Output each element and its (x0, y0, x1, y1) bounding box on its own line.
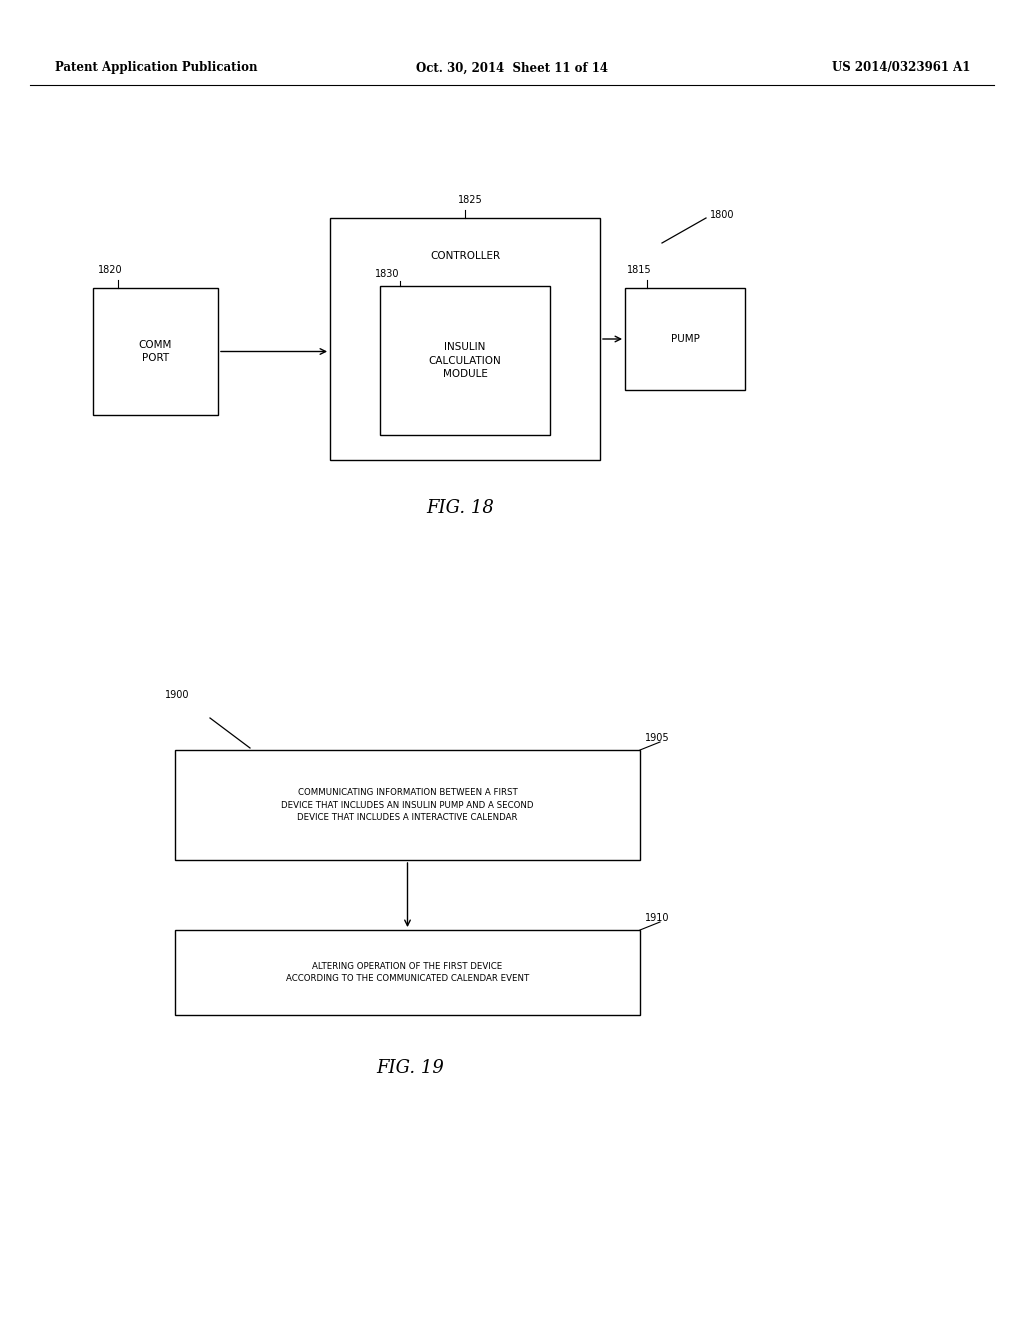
Bar (93, 288, 218, 414)
Text: 1800: 1800 (710, 210, 734, 220)
Text: FIG. 18: FIG. 18 (426, 499, 494, 517)
Bar (175, 931, 640, 1015)
Bar (625, 288, 745, 389)
Text: FIG. 19: FIG. 19 (376, 1059, 444, 1077)
Text: 1820: 1820 (98, 265, 123, 275)
Text: 1910: 1910 (645, 913, 670, 923)
Text: ALTERING OPERATION OF THE FIRST DEVICE
ACCORDING TO THE COMMUNICATED CALENDAR EV: ALTERING OPERATION OF THE FIRST DEVICE A… (286, 962, 529, 983)
Text: 1900: 1900 (165, 690, 189, 700)
Text: 1830: 1830 (375, 269, 399, 279)
Text: 1815: 1815 (627, 265, 651, 275)
Text: US 2014/0323961 A1: US 2014/0323961 A1 (831, 62, 970, 74)
Text: 1825: 1825 (458, 195, 482, 205)
Text: Patent Application Publication: Patent Application Publication (55, 62, 257, 74)
Bar (330, 218, 600, 459)
Bar (175, 750, 640, 861)
Text: INSULIN
CALCULATION
MODULE: INSULIN CALCULATION MODULE (429, 342, 502, 379)
Text: CONTROLLER: CONTROLLER (430, 251, 500, 261)
Text: PUMP: PUMP (671, 334, 699, 345)
Bar (380, 286, 550, 436)
Text: 1905: 1905 (645, 733, 670, 743)
Text: Oct. 30, 2014  Sheet 11 of 14: Oct. 30, 2014 Sheet 11 of 14 (416, 62, 608, 74)
Text: COMMUNICATING INFORMATION BETWEEN A FIRST
DEVICE THAT INCLUDES AN INSULIN PUMP A: COMMUNICATING INFORMATION BETWEEN A FIRS… (282, 788, 534, 822)
Text: COMM
PORT: COMM PORT (139, 339, 172, 363)
